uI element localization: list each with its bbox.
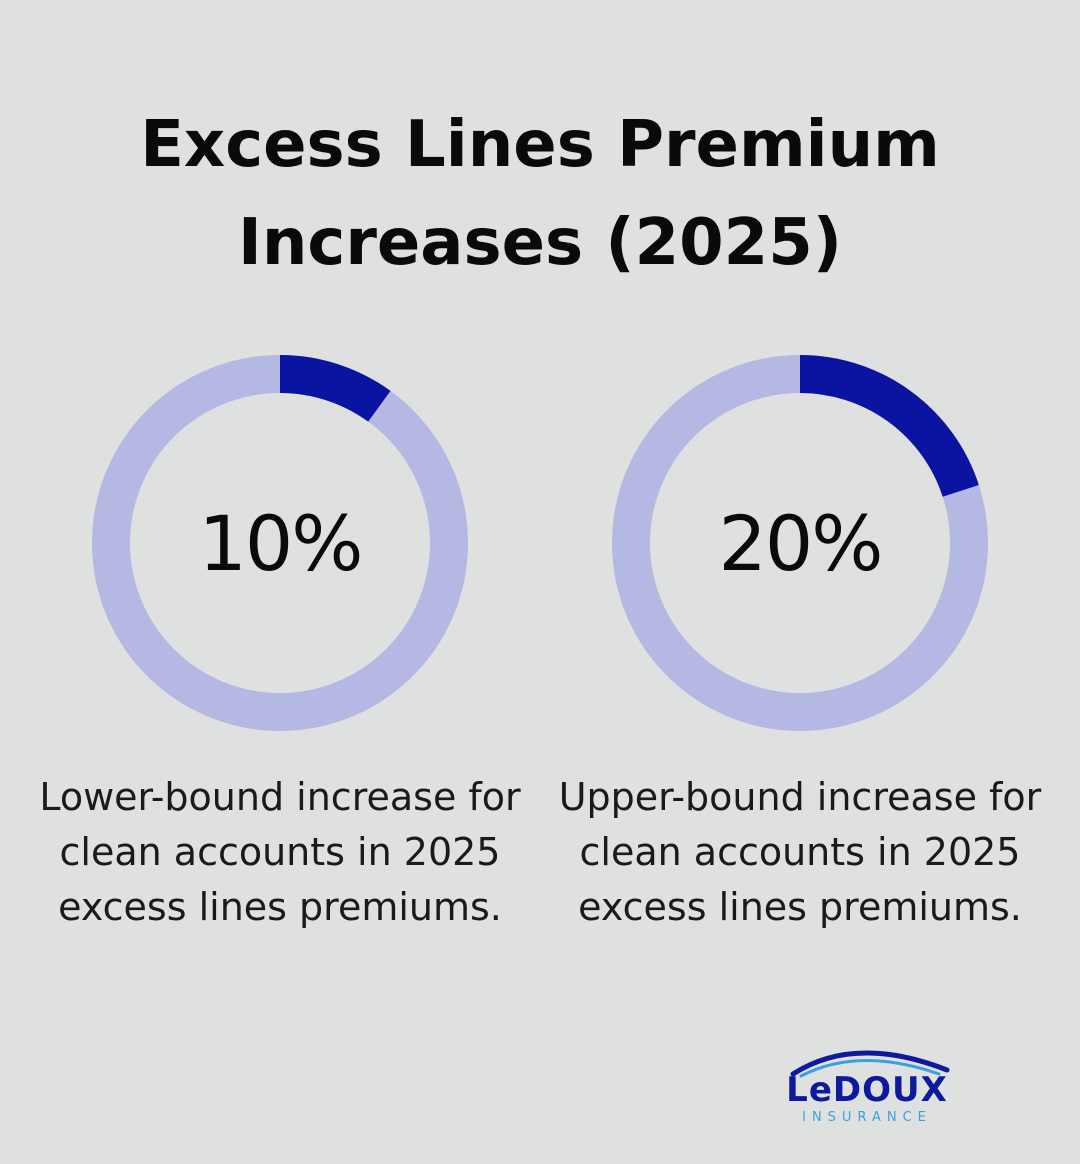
title-line-2: Increases (2025) <box>238 206 842 280</box>
donut-svg <box>92 355 468 731</box>
caption-line: excess lines premiums. <box>58 885 502 929</box>
caption-line: clean accounts in 2025 <box>579 830 1021 874</box>
donut-chart-lower-bound: 10% <box>92 355 468 731</box>
caption-line: clean accounts in 2025 <box>59 830 501 874</box>
logo-subtitle: INSURANCE <box>802 1110 932 1125</box>
donut-value-label: 20% <box>718 498 884 588</box>
caption-lower-bound: Lower-bound increase for clean accounts … <box>30 770 530 935</box>
title-line-1: Excess Lines Premium <box>140 108 940 182</box>
donut-chart-upper-bound: 20% <box>612 355 988 731</box>
caption-line: Lower-bound increase for <box>39 775 521 819</box>
caption-line: excess lines premiums. <box>578 885 1022 929</box>
company-logo: LeDOUX INSURANCE <box>775 1040 955 1130</box>
caption-upper-bound: Upper-bound increase for clean accounts … <box>550 770 1050 935</box>
arc-swoosh-icon <box>790 1050 950 1078</box>
donut-value-label: 10% <box>198 498 364 588</box>
caption-line: Upper-bound increase for <box>558 775 1042 819</box>
donut-svg <box>612 355 988 731</box>
donut-fill <box>612 355 988 731</box>
page-title: Excess Lines Premium Increases (2025) <box>0 96 1080 292</box>
logo-name: LeDOUX <box>786 1070 948 1110</box>
donut-fill <box>92 355 468 731</box>
